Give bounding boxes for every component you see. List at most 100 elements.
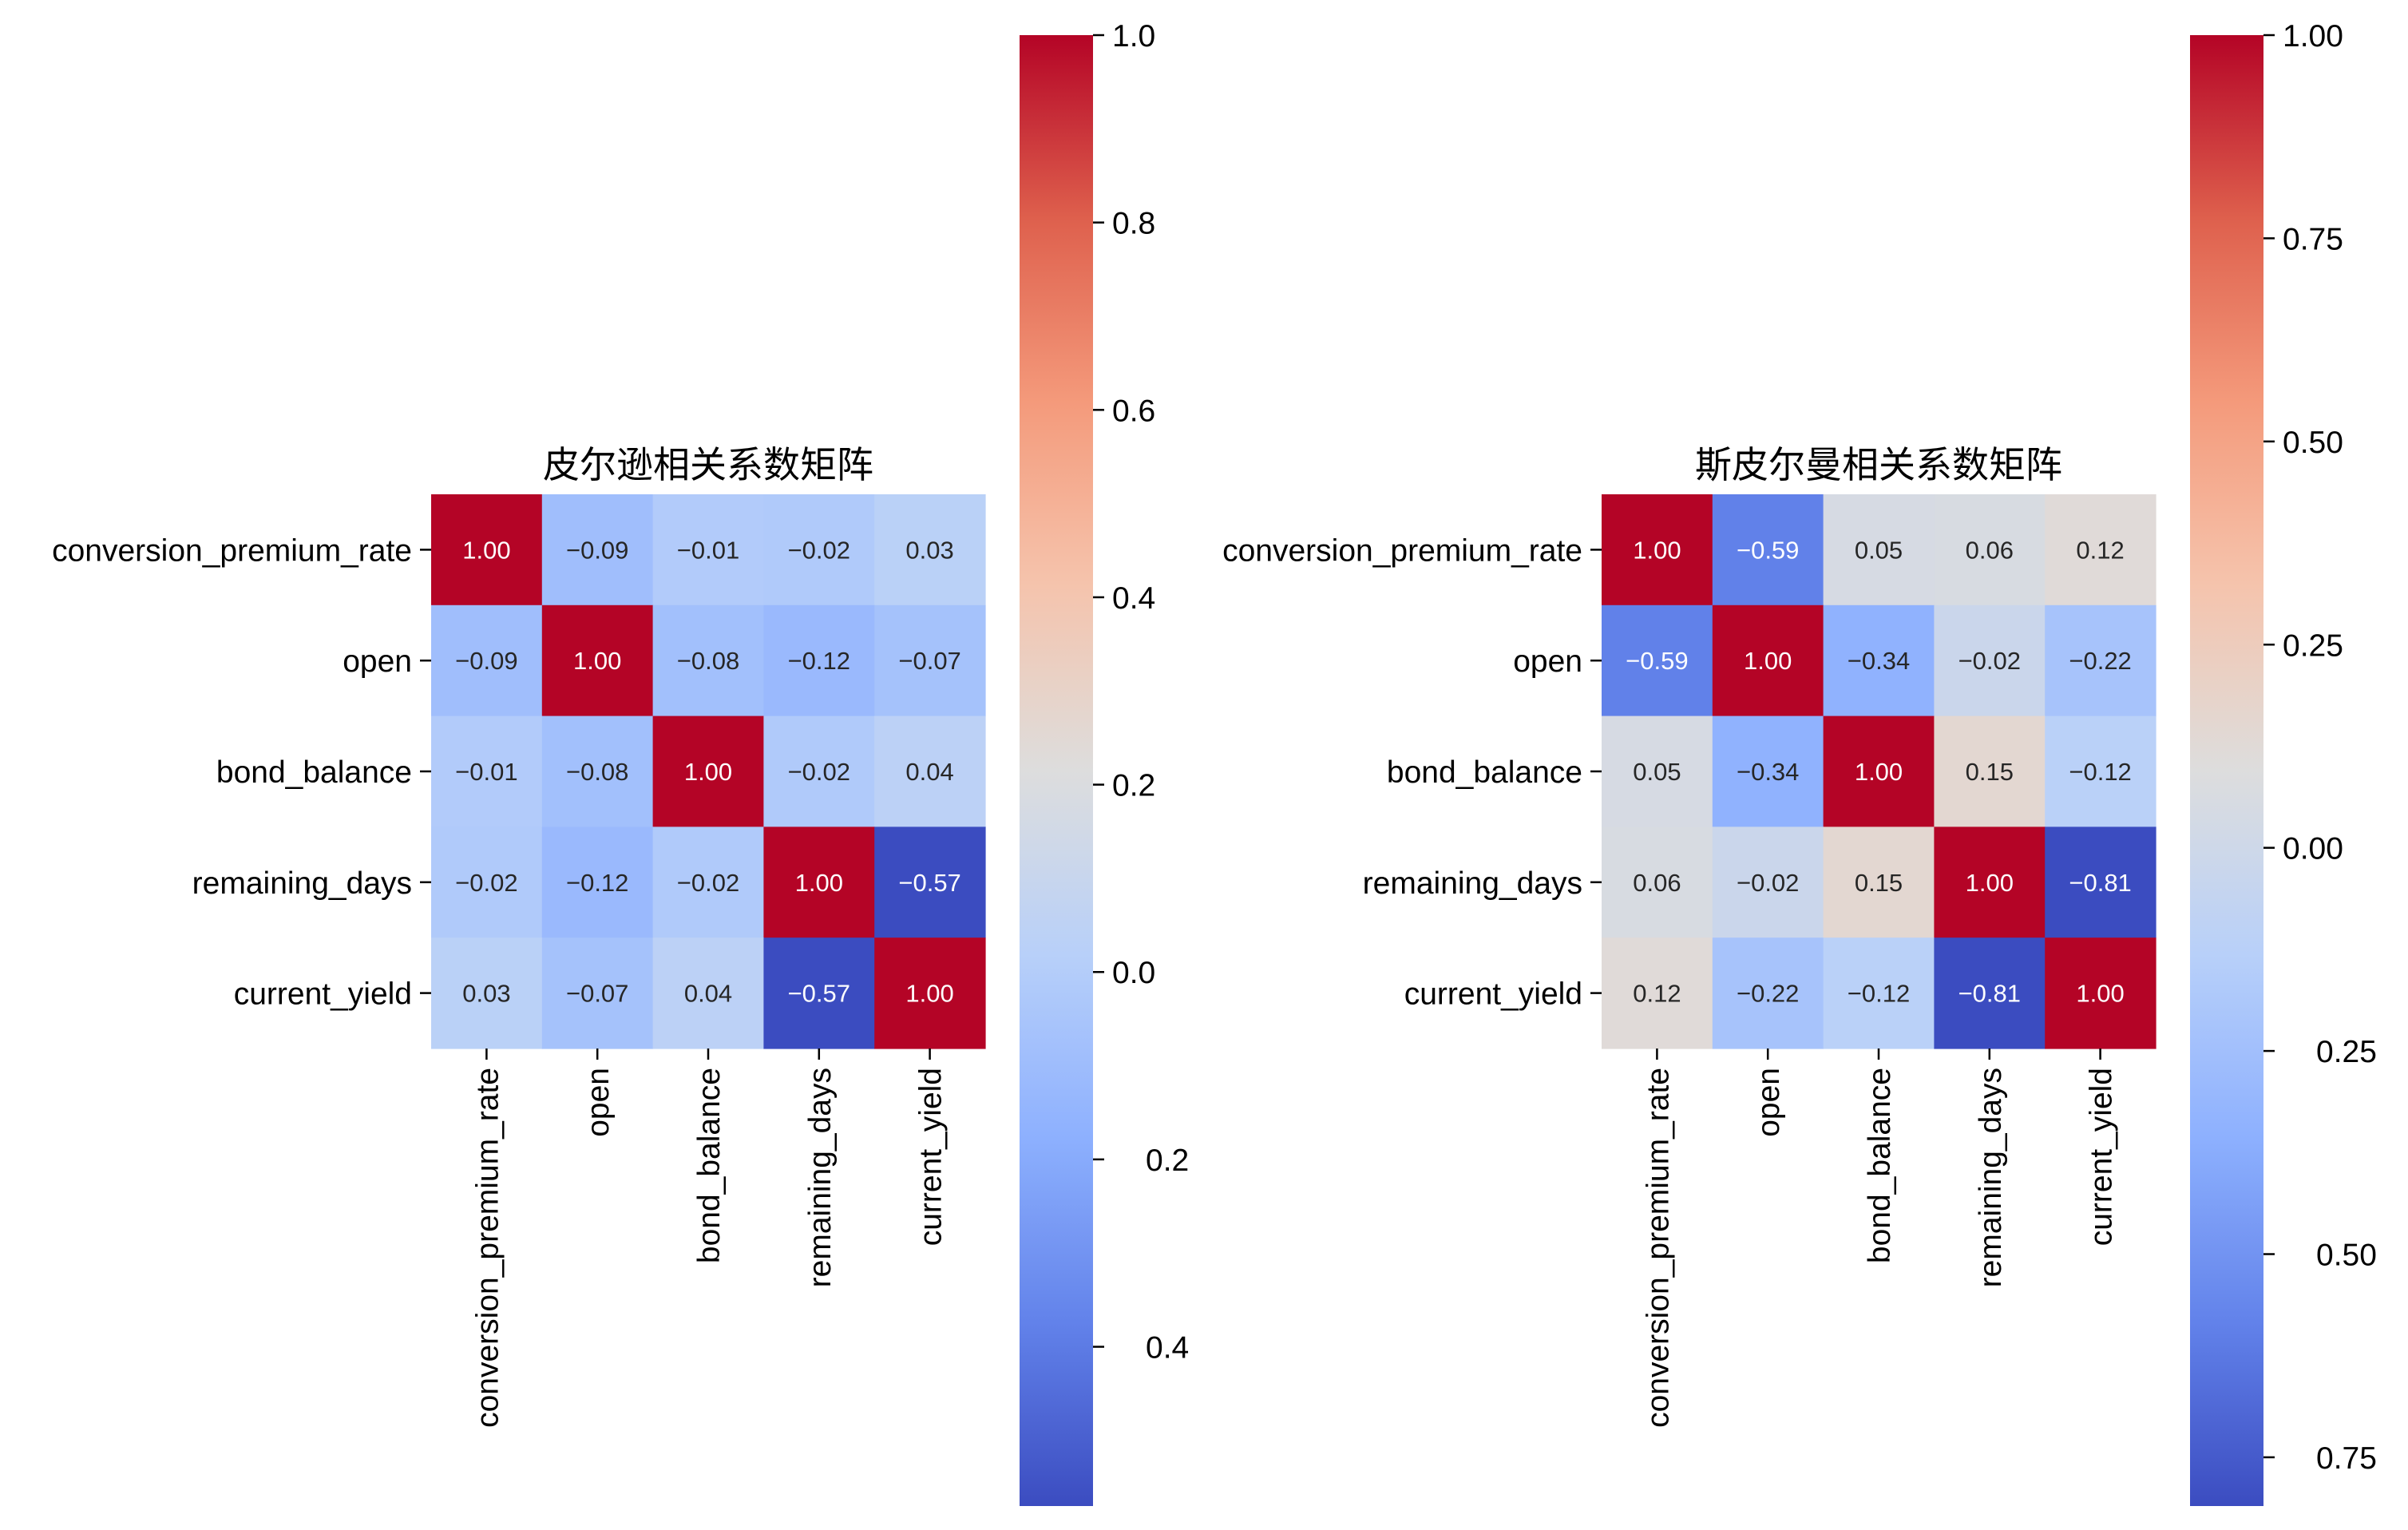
heatmap-cell [763,604,875,717]
x-tick-label: conversion_premium_rate [470,1068,505,1428]
heatmap-cell [874,826,986,938]
heatmap-cell [874,604,986,717]
cell-annotation: −0.81 [2069,869,2131,897]
cell-annotation: −0.59 [1626,647,1688,675]
heatmap-cell [1823,826,1935,938]
heatmap-cell [763,826,875,938]
heatmap-cell [763,494,875,606]
heatmap-cell [1934,715,2046,827]
heatmap-cell [1934,937,2046,1049]
cell-annotation: −0.09 [455,647,517,675]
y-tick-label: current_yield [1404,977,1582,1012]
cell-annotation: −0.08 [566,758,628,786]
heatmap-cell [2045,715,2157,827]
cell-annotation: 1.00 [2076,980,2124,1008]
colorbar [1020,35,1093,1506]
colorbar-tick-label: 1.0 [1112,19,1155,54]
heatmap-cell [1712,937,1824,1049]
x-tick-label: remaining_days [803,1068,838,1287]
cell-annotation: −0.12 [1848,980,1910,1008]
heatmap-cell [652,715,764,827]
cell-annotation: 1.00 [1744,647,1792,675]
x-tick-label: conversion_premium_rate [1641,1068,1675,1428]
cell-annotation: 1.00 [462,536,510,564]
y-tick-label: remaining_days [1363,866,1582,901]
y-tick-label: conversion_premium_rate [52,533,412,568]
cell-annotation: 0.03 [462,980,510,1008]
cell-annotation: −0.09 [566,536,628,564]
cell-annotation: −0.01 [677,536,739,564]
heatmap-cell [1712,604,1824,717]
heatmap-cell [541,826,654,938]
y-tick-label: bond_balance [1387,755,1582,790]
colorbar-tick-label: 0.75 [2316,1441,2377,1476]
colorbar-tick-label: 0.50 [2283,426,2343,460]
cell-annotation: 1.00 [1966,869,2014,897]
heatmap-cell [1823,937,1935,1049]
cell-annotation: 0.06 [1633,869,1681,897]
cell-annotation: −0.22 [2069,647,2131,675]
cell-annotation: 0.12 [2076,536,2124,564]
heatmap-cell [652,494,764,606]
cell-annotation: −0.01 [455,758,517,786]
heatmap-cell [431,826,543,938]
x-tick-label: remaining_days [1974,1068,2008,1287]
pearson-heatmap-panel: 皮尔逊相关系数矩阵 1.00 −0.09 −0.01 −0.02 0.03 −0.09 1.… [52,19,1189,1506]
heatmap-cell [763,715,875,827]
cell-annotation: −0.34 [1848,647,1910,675]
cell-annotation: 1.00 [905,980,953,1008]
colorbar-tick-label: 0.4 [1112,581,1155,616]
heatmap-cell [541,494,654,606]
cell-annotation: −0.02 [788,536,850,564]
cell-annotation: 0.15 [1855,869,1903,897]
heatmap-cell [1602,826,1713,938]
heatmap-cell [1602,494,1713,606]
colorbar-tick-label: 0.75 [2283,222,2343,256]
cell-annotation: −0.02 [788,758,850,786]
x-tick-label: open [581,1068,616,1137]
cell-annotation: 0.12 [1633,980,1681,1008]
heatmap-cell [874,937,986,1049]
x-tick-label: open [1752,1068,1786,1137]
heatmap-cell [1823,715,1935,827]
colorbar-tick-label: 0.8 [1112,207,1155,241]
x-tick-label: current_yield [914,1068,949,1246]
cell-annotation: 0.05 [1633,758,1681,786]
heatmap-cell [2045,937,2157,1049]
cell-annotation: −0.59 [1737,536,1799,564]
heatmap-cell [874,715,986,827]
cell-annotation: 0.04 [684,980,732,1008]
spearman-heatmap-panel: 斯皮尔曼相关系数矩阵 1.00 −0.59 0.05 0.06 0.12 −0.59 1.0… [1222,19,2377,1506]
x-tick-label: bond_balance [1863,1068,1897,1263]
y-tick-label: conversion_premium_rate [1222,533,1582,568]
cell-annotation: 1.00 [1633,536,1681,564]
heatmap-cell [1712,715,1824,827]
heatmap-cell [431,604,543,717]
cell-annotation: −0.08 [677,647,739,675]
cell-annotation: 1.00 [573,647,621,675]
heatmap-cell [2045,826,2157,938]
colorbar-tick-label: 0.2 [1112,769,1155,803]
cell-annotation: −0.57 [788,980,850,1008]
heatmap-cell [541,604,654,717]
x-tick-label: current_yield [2085,1068,2119,1246]
heatmap-cell [1712,494,1824,606]
heatmap-cell [1934,826,2046,938]
y-tick-label: open [343,644,412,679]
cell-annotation: −0.12 [566,869,628,897]
cell-annotation: 0.03 [905,536,953,564]
colorbar-tick-label: 0.25 [2283,628,2343,663]
heatmap-cell [763,937,875,1049]
cell-annotation: −0.02 [1737,869,1799,897]
cell-annotation: 0.06 [1966,536,2014,564]
spearman-title: 斯皮尔曼相关系数矩阵 [1695,443,2062,486]
cell-annotation: −0.07 [898,647,960,675]
cell-annotation: 1.00 [795,869,843,897]
pearson-title: 皮尔逊相关系数矩阵 [543,443,873,486]
cell-annotation: −0.07 [566,980,628,1008]
colorbar-tick-label: 1.00 [2283,19,2343,54]
colorbar-tick-label: 0.0 [1112,956,1155,990]
heatmap-cell [1712,826,1824,938]
heatmap-cell [1602,937,1713,1049]
